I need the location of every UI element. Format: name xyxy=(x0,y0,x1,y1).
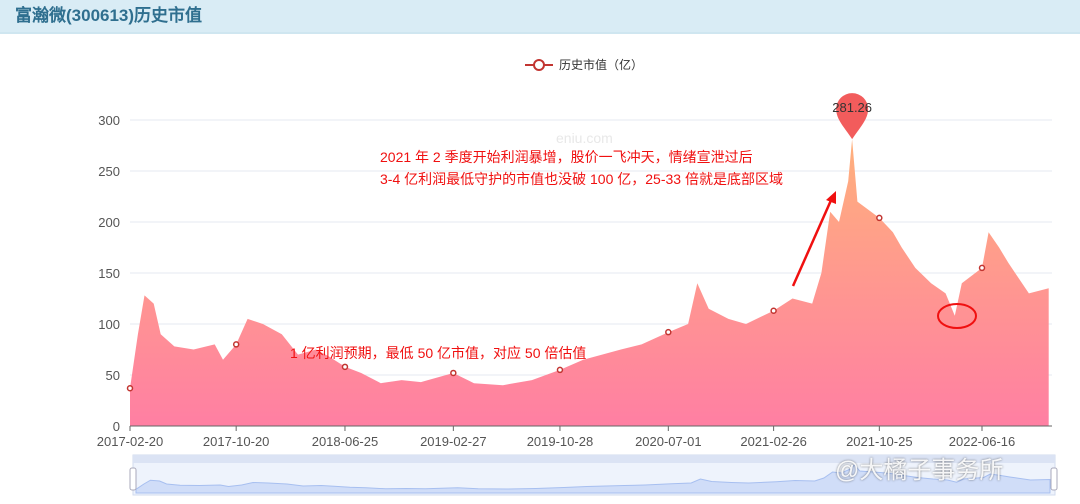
x-tick-label: 2022-06-16 xyxy=(949,434,1016,449)
annotation-top-line2: 3-4 亿利润最低守护的市值也没破 100 亿，25-33 倍就是底部区域 xyxy=(380,171,783,187)
max-value-pin: 281.26 xyxy=(832,93,872,140)
data-point[interactable] xyxy=(126,385,134,392)
legend[interactable]: 历史市值（亿） xyxy=(525,56,643,73)
data-point[interactable] xyxy=(232,341,240,348)
data-zoom-slider[interactable] xyxy=(129,454,1058,496)
x-tick-label: 2017-10-20 xyxy=(203,434,270,449)
page-title: 富瀚微(300613)历史市值 xyxy=(0,0,1080,34)
data-point[interactable] xyxy=(665,328,672,336)
data-point[interactable] xyxy=(450,369,457,377)
data-point[interactable] xyxy=(341,363,349,371)
data-point[interactable] xyxy=(770,307,777,314)
y-tick-label: 150 xyxy=(98,266,120,281)
x-tick-label: 2021-10-25 xyxy=(846,434,913,449)
x-tick-label: 2018-06-25 xyxy=(312,434,379,449)
data-point[interactable] xyxy=(876,214,883,222)
x-tick-label: 2019-02-27 xyxy=(420,434,487,449)
x-tick-label: 2020-07-01 xyxy=(635,434,702,449)
x-tick-label: 2021-02-26 xyxy=(740,434,807,449)
x-tick-label: 2017-02-20 xyxy=(97,434,164,449)
y-tick-label: 100 xyxy=(98,317,120,332)
bottom-circle-annotation xyxy=(937,303,977,329)
y-tick-label: 0 xyxy=(113,419,120,434)
site-watermark: eniu.com xyxy=(556,130,613,146)
data-point[interactable] xyxy=(556,366,564,374)
y-tick-label: 300 xyxy=(98,113,120,128)
y-tick-label: 200 xyxy=(98,215,120,230)
zoom-handle-right[interactable] xyxy=(1050,467,1058,491)
y-tick-label: 50 xyxy=(106,368,120,383)
data-point[interactable] xyxy=(978,264,986,272)
zoom-handle-left[interactable] xyxy=(129,467,137,491)
max-value-label: 281.26 xyxy=(832,100,872,115)
annotation-top-line1: 2021 年 2 季度开始利润暴增，股价一飞冲天，情绪宣泄过后 xyxy=(380,149,753,165)
y-tick-label: 250 xyxy=(98,164,120,179)
legend-label: 历史市值（亿） xyxy=(559,58,644,72)
arrow-head xyxy=(826,191,836,204)
author-watermark: @大橘子事务所 xyxy=(835,457,1004,484)
legend-line-circle-icon xyxy=(525,58,553,71)
x-tick-label: 2019-10-28 xyxy=(527,434,594,449)
max-pin-shape xyxy=(836,93,869,140)
market-cap-area xyxy=(130,139,1049,426)
annotation-bottom: 1 亿利润预期，最低 50 亿市值，对应 50 倍估值 xyxy=(290,345,587,361)
annotation-arrow xyxy=(791,197,834,287)
